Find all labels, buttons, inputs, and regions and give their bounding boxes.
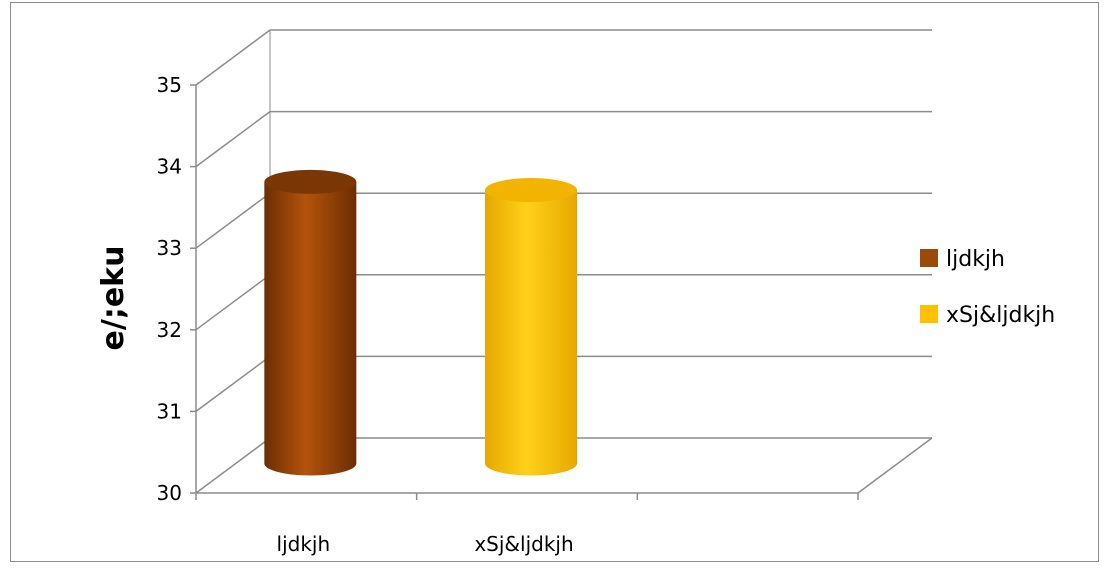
legend-label: ljdkjh xyxy=(946,247,1005,272)
bar-top xyxy=(485,178,577,203)
floor-right-edge xyxy=(857,437,933,494)
x-tick-label: ljdkjh xyxy=(277,532,331,556)
legend: ljdkjh xSj&ljdkjh xyxy=(920,247,1055,328)
y-tick-label: 33 xyxy=(157,236,182,260)
bar-body xyxy=(485,190,577,476)
gridline-side xyxy=(195,274,271,331)
x-tick-label: xSj&ljdkjh xyxy=(474,532,573,556)
bar-body xyxy=(264,181,357,476)
bar-xSj&ljdkjh xyxy=(485,178,577,476)
y-tick-label: 35 xyxy=(157,73,182,97)
gridline-side xyxy=(195,110,271,168)
y-tick-label: 32 xyxy=(157,318,182,342)
legend-label: xSj&ljdkjh xyxy=(946,303,1055,328)
bar-ljdkjh xyxy=(264,169,357,476)
y-tick-label: 31 xyxy=(157,399,182,423)
axes-group: 30 31 32 33 34 35 ljdkjh xSj&ljdkjh xyxy=(157,29,933,556)
bar-top xyxy=(264,169,357,194)
gridline-side xyxy=(195,355,271,413)
legend-swatch xyxy=(920,305,938,323)
legend-swatch xyxy=(920,249,938,267)
gridline-side xyxy=(195,437,271,494)
y-tick-label: 30 xyxy=(157,481,182,505)
gridline-side xyxy=(195,29,271,86)
bars-group xyxy=(264,169,577,476)
y-axis-label: e/;eku xyxy=(96,246,131,351)
gridline-side xyxy=(195,192,271,249)
y-tick-label: 34 xyxy=(157,155,182,179)
